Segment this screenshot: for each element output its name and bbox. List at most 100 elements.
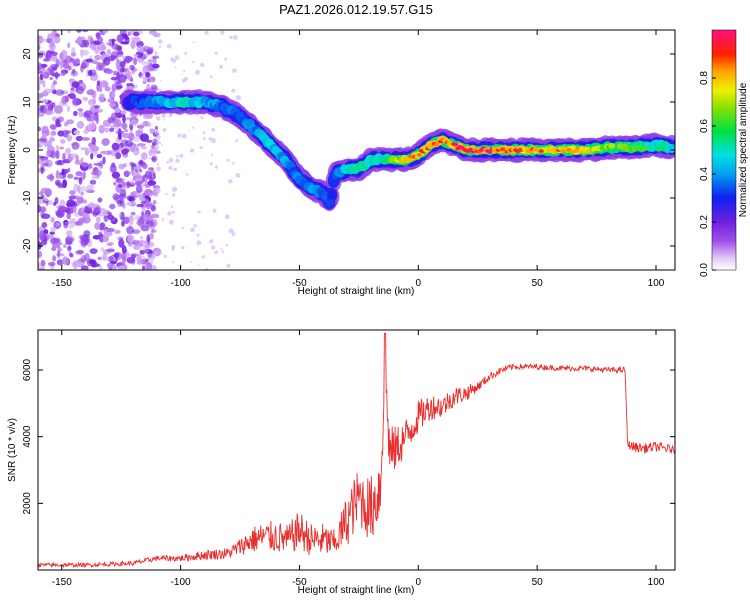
noise-blob [73, 130, 81, 135]
noise-blob [142, 213, 150, 221]
noise-blob [118, 265, 125, 270]
noise-blob [192, 126, 195, 129]
noise-blob [116, 50, 124, 58]
spectral-ridge-point [633, 145, 641, 152]
noise-blob [42, 58, 51, 62]
noise-blob [47, 145, 55, 153]
noise-blob [55, 150, 60, 159]
noise-blob [208, 137, 212, 141]
noise-blob [126, 180, 130, 189]
noise-blob [235, 139, 239, 143]
noise-blob [226, 263, 231, 268]
noise-blob [141, 255, 145, 259]
noise-blob [154, 129, 160, 135]
noise-blob [149, 232, 154, 240]
noise-blob [190, 227, 195, 232]
noise-blob [76, 36, 83, 46]
spectral-ridge-point [640, 145, 648, 152]
noise-blob [90, 145, 99, 152]
noise-blob [203, 137, 206, 141]
noise-blob [70, 57, 74, 63]
noise-blob [101, 138, 110, 146]
noise-blob [75, 171, 83, 177]
noise-blob [152, 55, 160, 59]
noise-blob [67, 42, 71, 49]
noise-blob [76, 121, 85, 129]
noise-blob [221, 250, 225, 253]
noise-blob [69, 253, 74, 258]
noise-blob [46, 151, 51, 158]
noise-blob [73, 110, 78, 117]
noise-blob [229, 35, 233, 40]
colorbar: 0.0 0.2 0.4 0.6 0.8 Normalized spectral ampl… [699, 29, 749, 277]
noise-blob [121, 220, 125, 227]
noise-blob [114, 107, 121, 113]
noise-blob [147, 263, 152, 270]
noise-blob [139, 70, 142, 72]
noise-blob [163, 254, 167, 259]
noise-blob [166, 43, 172, 49]
noise-blob [98, 30, 103, 33]
noise-blob [148, 79, 154, 83]
noise-blob [161, 144, 164, 147]
noise-blob [136, 143, 146, 147]
noise-blob [136, 124, 145, 129]
noise-blob [163, 118, 166, 121]
colorbar-tick-label: 0.0 [699, 263, 710, 277]
noise-blob [61, 257, 70, 266]
noise-blob [84, 209, 93, 214]
colorbar-tick-label: 0.2 [699, 215, 710, 229]
noise-blob [139, 159, 144, 165]
noise-blob [132, 200, 136, 205]
noise-blob [80, 157, 84, 162]
noise-blob [114, 251, 123, 260]
noise-blob [188, 129, 190, 131]
noise-blob [126, 56, 134, 62]
noise-blob [116, 34, 124, 43]
noise-blob [61, 95, 68, 104]
noise-blob [95, 216, 101, 223]
noise-blob [220, 30, 225, 35]
noise-blob [76, 86, 84, 95]
noise-blob [50, 226, 57, 232]
noise-blob [193, 224, 197, 228]
noise-blob [105, 68, 114, 75]
noise-blob [93, 162, 102, 166]
noise-blob [134, 151, 139, 156]
noise-blob [138, 240, 146, 244]
noise-blob [162, 220, 165, 222]
noise-blob [150, 84, 158, 90]
noise-blob [121, 148, 129, 155]
noise-blob [143, 76, 148, 83]
noise-blob [209, 239, 214, 244]
noise-blob [125, 86, 134, 91]
noise-blob [44, 188, 52, 197]
noise-blob [38, 262, 41, 270]
noise-blob [145, 220, 154, 228]
noise-blob [50, 175, 55, 180]
noise-blob [111, 83, 117, 93]
noise-blob [136, 203, 145, 208]
noise-blob [173, 167, 177, 172]
noise-blob [41, 213, 51, 219]
noise-blob [49, 50, 55, 54]
noise-blob [111, 142, 120, 151]
noise-blob [189, 148, 195, 153]
noise-blob [150, 67, 159, 72]
noise-blob [40, 63, 48, 68]
noise-blob [224, 214, 230, 220]
noise-blob [235, 172, 241, 178]
noise-blob [100, 62, 106, 71]
y-tick-label: 2000 [22, 492, 33, 515]
x-tick-label: 50 [532, 577, 544, 588]
noise-blob [152, 138, 158, 146]
noise-blob [210, 138, 216, 144]
noise-blob [153, 151, 157, 155]
spectrogram-y-label: Frequency (Hz) [7, 116, 18, 185]
noise-blob [38, 157, 42, 164]
noise-blob [43, 104, 51, 108]
noise-blob [210, 245, 216, 250]
spectral-ridge-point [500, 147, 506, 151]
noise-blob [179, 153, 184, 158]
noise-blob [154, 51, 158, 55]
